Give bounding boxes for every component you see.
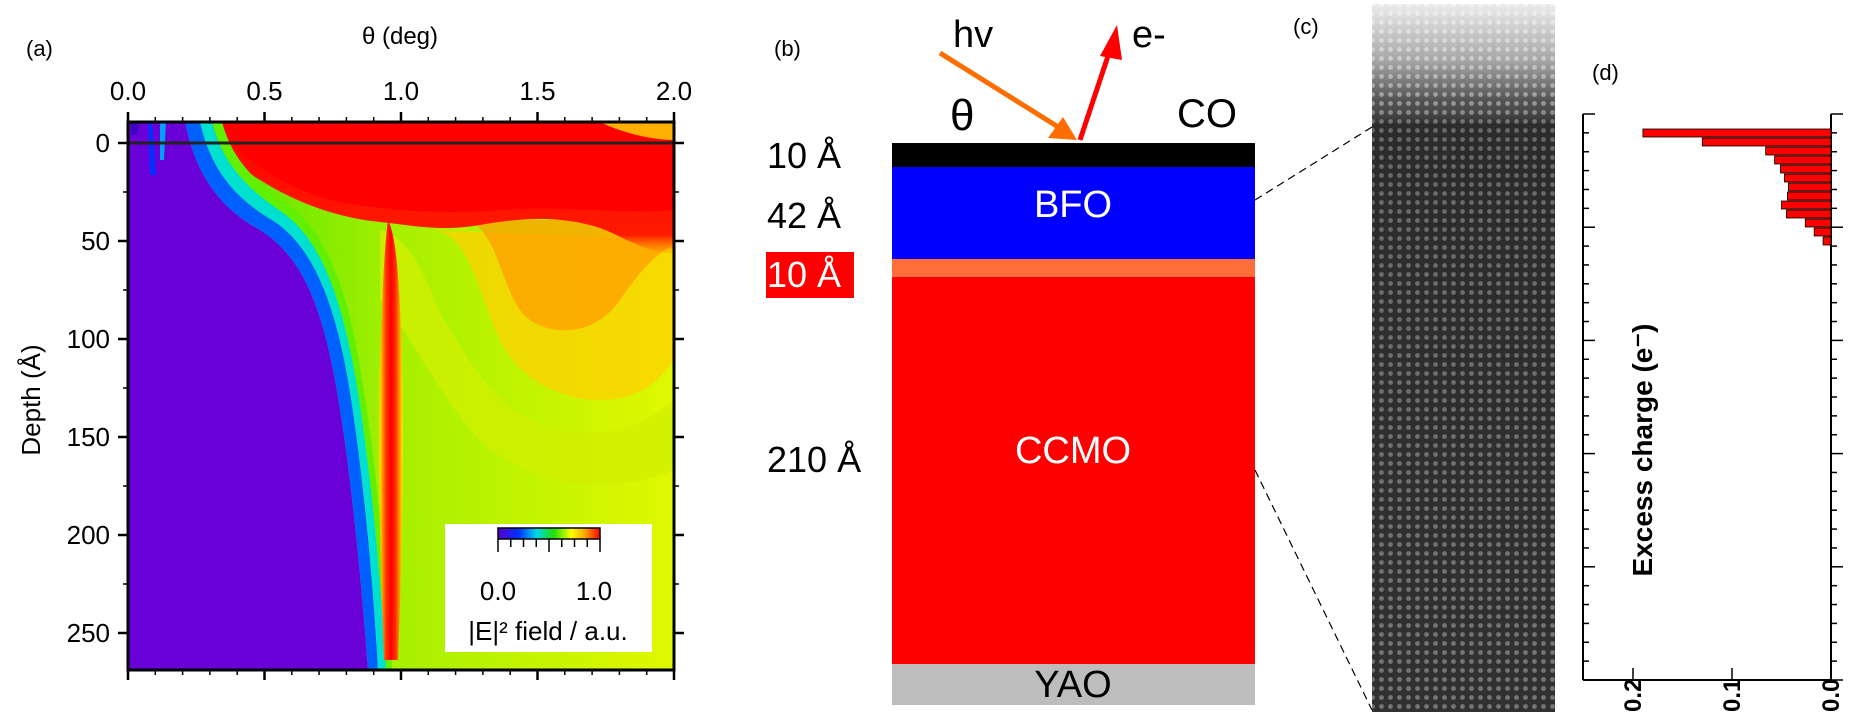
colorbar-max-label: 1.0 <box>576 576 612 606</box>
y-tick-label: 250 <box>67 618 110 648</box>
colorbar-legend: 0.0 1.0 |E|² field / a.u. <box>445 524 652 652</box>
thickness-ccmo: 210 Å <box>767 439 861 480</box>
colorbar-title: |E|² field / a.u. <box>468 616 627 646</box>
electron-label: e- <box>1132 14 1166 56</box>
layer-bfo-name: BFO <box>1034 184 1112 226</box>
excess-charge-bar <box>1804 218 1832 228</box>
co-label: CO <box>1177 92 1237 136</box>
y-tick-label: 0 <box>96 128 110 158</box>
panel-d-letter: (d) <box>1592 60 1619 85</box>
d-x-tick-label: 0.0 <box>1818 679 1845 712</box>
thickness-interface-highlight <box>766 252 854 298</box>
x-tick-label: 2.0 <box>656 76 692 106</box>
panel-b-letter: (b) <box>774 36 801 61</box>
excess-charge-bar <box>1788 182 1832 192</box>
layer-yao <box>892 664 1255 705</box>
panel-a-letter: (a) <box>26 36 53 61</box>
y-tick-label: 150 <box>67 422 110 452</box>
panel-d-x-label: Excess charge (e⁻) <box>1627 324 1658 577</box>
panel-a-x-axis: 0.0 0.5 1.0 1.5 2.0 <box>110 76 692 680</box>
theta-label: θ <box>950 91 974 140</box>
excess-charge-bar <box>1787 191 1832 201</box>
excess-charge-bar <box>1765 146 1832 156</box>
excess-charge-bar <box>1642 128 1832 138</box>
electron-arrowhead <box>1100 25 1122 60</box>
x-tick-label: 0.0 <box>110 76 146 106</box>
x-tick-label: 1.5 <box>519 76 555 106</box>
excess-charge-bar <box>1780 164 1832 174</box>
photon-label: hv <box>953 14 993 56</box>
y-tick-label: 50 <box>81 226 110 256</box>
electron-beam <box>1077 49 1113 141</box>
d-x-tick-label: 0.1 <box>1719 679 1746 712</box>
excess-charge-bar <box>1774 155 1832 165</box>
excess-charge-bar <box>1786 209 1832 219</box>
excess-charge-bar <box>1813 227 1832 237</box>
thickness-interface: 10 Å <box>767 254 841 295</box>
excess-charge-bar <box>1701 137 1832 147</box>
layer-interface <box>892 259 1255 277</box>
colorbar-ticks <box>497 539 601 552</box>
y-tick-label: 100 <box>67 324 110 354</box>
d-x-tick-label: 0.2 <box>1620 679 1647 712</box>
field-intensity-heatmap <box>128 122 674 670</box>
layer-cap <box>892 143 1255 167</box>
thickness-cap: 10 Å <box>767 135 841 176</box>
layer-yao-name: YAO <box>1034 664 1111 706</box>
stem-micrograph <box>1372 4 1555 712</box>
layer-ccmo <box>892 277 1255 664</box>
y-tick-label: 200 <box>67 520 110 550</box>
photon-arrowhead <box>1048 117 1077 140</box>
x-tick-label: 1.0 <box>383 76 419 106</box>
panel-c-letter: (c) <box>1293 14 1319 39</box>
panel-a-y-axis: 0 50 100 150 200 250 <box>67 128 684 648</box>
zoom-line-top <box>1254 126 1373 201</box>
excess-charge-bar <box>1822 236 1832 246</box>
layer-ccmo-name: CCMO <box>1015 430 1131 472</box>
thickness-bfo: 42 Å <box>767 195 841 236</box>
panel-a-y-label: Depth (Å) <box>16 344 46 455</box>
zoom-line-bottom <box>1254 469 1373 711</box>
excess-charge-chart: 0.2 0.1 0.0 Excess charge (e⁻) <box>1582 113 1845 712</box>
colorbar-min-label: 0.0 <box>480 576 516 606</box>
panel-a-x-label: θ (deg) <box>362 23 438 50</box>
layer-bfo <box>892 167 1255 259</box>
excess-charge-bar <box>1784 173 1832 183</box>
colorbar-gradient <box>497 527 601 540</box>
x-tick-label: 0.5 <box>246 76 282 106</box>
excess-charge-bar <box>1781 200 1832 210</box>
photon-beam <box>938 50 1065 133</box>
